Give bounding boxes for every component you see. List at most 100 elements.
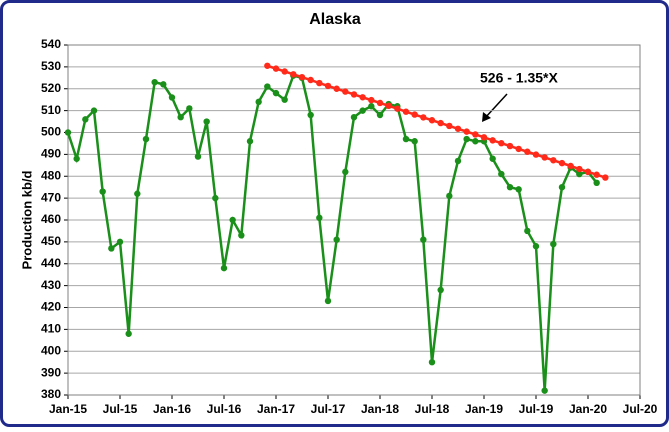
data-point [394,105,401,112]
y-tick-label: 480 [41,168,61,182]
x-tick-label: Jul-17 [311,402,346,416]
data-point [489,155,496,162]
plot-frame [67,44,641,396]
data-point [593,171,600,178]
x-tick-label: Jul-16 [207,402,242,416]
data-point [524,227,531,235]
y-tick-label: 440 [41,256,61,270]
data-point [177,113,184,121]
data-point [602,174,609,181]
data-point [515,186,522,193]
data-point [446,192,453,200]
x-tick-label: Jan-16 [153,402,191,416]
series-line [266,64,606,179]
data-point [272,89,280,97]
data-point [125,330,132,337]
data-point [90,107,98,114]
data-point [437,286,444,294]
data-point [506,183,514,191]
data-point [264,62,271,69]
data-point [368,103,375,110]
y-tick-label: 380 [41,387,61,401]
data-point [116,238,124,246]
data-point [446,122,453,130]
x-tick-label: Jan-19 [465,402,503,416]
data-point [307,111,314,119]
data-point [186,105,193,112]
data-point [489,137,496,144]
data-point [316,214,323,222]
data-point [246,138,254,145]
data-point [160,81,167,88]
data-point [420,236,427,243]
data-point [64,129,72,136]
data-point [307,76,314,84]
data-point [550,157,557,164]
data-point [454,157,462,165]
data-point [411,138,418,145]
data-point [576,170,583,178]
data-point [194,153,202,160]
data-point [480,134,488,141]
x-tick-label: Jul-18 [415,402,450,416]
data-point [298,73,306,81]
data-point [333,236,340,243]
data-point [498,170,505,178]
y-tick-label: 530 [41,59,61,73]
data-point [515,145,522,153]
chart-title: Alaska [309,11,361,28]
data-point [108,245,115,252]
data-point [99,188,106,195]
data-point [463,135,470,143]
data-point [203,118,210,125]
x-tick-label: Jul-15 [103,402,138,416]
data-point [290,71,297,78]
x-tick-label: Jan-17 [257,402,295,416]
data-point [506,142,514,150]
data-point [316,79,323,87]
data-point [73,155,80,162]
data-point [142,135,150,143]
data-point [498,140,505,147]
data-point [324,82,332,90]
y-tick-label: 430 [41,278,61,292]
data-point [342,168,349,176]
data-point [350,113,358,121]
data-point [333,85,340,92]
data-point [576,165,583,173]
y-tick-label: 450 [41,234,61,248]
data-point [463,128,470,135]
y-tick-label: 520 [41,81,61,95]
data-point [402,108,410,115]
data-point [567,162,574,170]
data-point [134,190,141,197]
y-tick-label: 500 [41,125,61,139]
data-point [532,243,540,250]
data-point [264,83,271,90]
x-tick-label: Jan-20 [569,402,607,416]
data-point [272,65,280,72]
data-point [402,135,410,143]
data-point [368,96,375,104]
data-point [437,119,444,127]
data-point [472,138,479,145]
annotation-arrowhead [482,112,491,122]
annotation: 526 - 1.35*X [480,70,558,86]
data-point [532,151,540,158]
data-point [428,358,436,366]
data-point [428,117,436,124]
y-tick-label: 460 [41,212,61,226]
data-point [255,98,262,106]
data-point [420,114,427,121]
data-point [541,387,548,394]
y-tick-label: 510 [41,103,61,117]
data-point [359,94,366,101]
data-point [558,159,566,167]
data-point [454,125,462,132]
y-tick-label: 470 [41,190,61,204]
data-point [550,240,557,248]
x-tick-label: Jul-20 [623,402,658,416]
data-point [151,78,158,86]
data-point [229,216,236,224]
